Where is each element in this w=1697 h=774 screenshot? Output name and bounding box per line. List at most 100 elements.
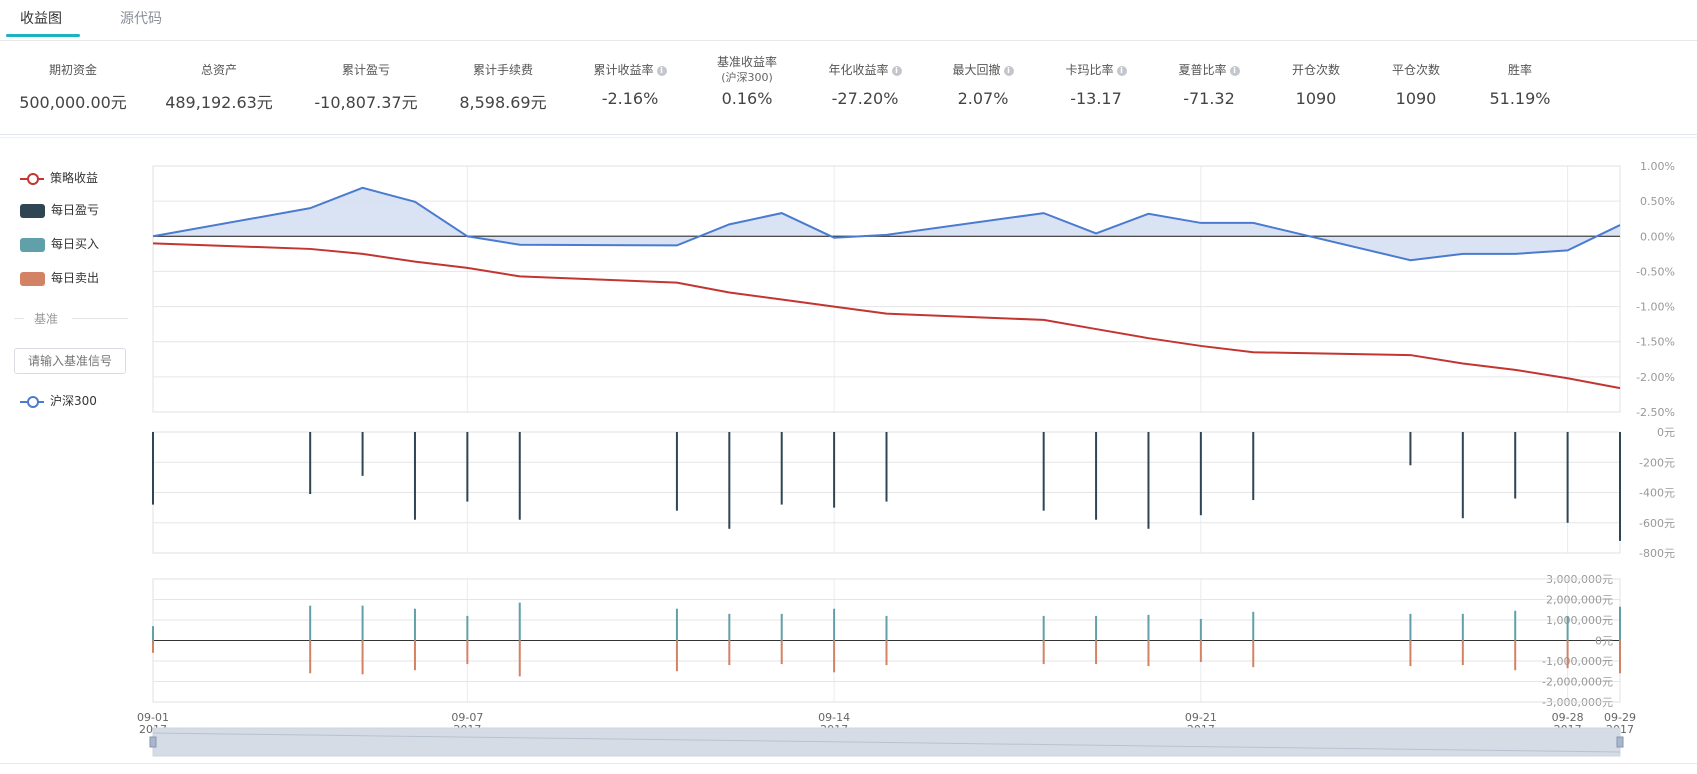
daily-sell-bar bbox=[1514, 640, 1517, 671]
y-tick-label: -0.50% bbox=[1636, 265, 1675, 278]
stat-label: 开仓次数 bbox=[1291, 63, 1340, 77]
plot-border bbox=[152, 165, 1621, 413]
zoom-slider-sparkline bbox=[152, 732, 1621, 753]
y-tick-label: -800元 bbox=[1639, 547, 1675, 560]
stat-label: 累计手续费 bbox=[472, 63, 533, 77]
daily-buy-bar bbox=[152, 626, 154, 641]
legend-box-marker bbox=[20, 237, 45, 252]
daily-sell-bar bbox=[1409, 640, 1412, 667]
daily-buy-bar bbox=[466, 615, 469, 641]
stat-value: 1090 bbox=[1295, 89, 1337, 108]
tab-source-code[interactable]: 源代码 bbox=[120, 11, 162, 27]
stat-value: 51.19% bbox=[1489, 89, 1551, 108]
daily-buy-bar bbox=[1042, 615, 1045, 641]
legend-line-marker bbox=[20, 395, 44, 408]
y-tick-label: 2,000,000元 bbox=[1546, 594, 1613, 607]
stat-sublabel: (沪深300) bbox=[721, 71, 773, 84]
stat-label: 夏普比率 i bbox=[1134, 62, 1284, 79]
x-tick-date: 09-28 bbox=[1552, 711, 1584, 724]
stat-total-assets: 总资产 489,192.63元 bbox=[144, 62, 294, 113]
stat-sharpe-ratio: 夏普比率 i -71.32 bbox=[1134, 62, 1284, 108]
daily-pnl-bar bbox=[1095, 432, 1098, 520]
tab-bar: 收益图 源代码 bbox=[0, 0, 1697, 41]
stat-value: 489,192.63元 bbox=[165, 93, 273, 112]
daily-sell-bar bbox=[1095, 640, 1098, 665]
benchmark-signal-input[interactable] bbox=[14, 348, 126, 374]
stat-label-text: 累计收益率 bbox=[593, 63, 654, 77]
info-icon[interactable]: i bbox=[1229, 66, 1240, 76]
stat-label: 胜率 bbox=[1507, 63, 1532, 77]
daily-sell-bar bbox=[1199, 640, 1202, 663]
stat-initial-capital: 期初资金 500,000.00元 bbox=[0, 62, 148, 113]
zoom-slider-handle[interactable] bbox=[1616, 736, 1624, 748]
daily-pnl-bar bbox=[675, 432, 678, 511]
daily-sell-bar bbox=[1042, 640, 1045, 665]
info-icon[interactable]: i bbox=[1003, 66, 1014, 76]
zoom-slider-handle[interactable] bbox=[149, 736, 157, 748]
daily-pnl-bar bbox=[1619, 432, 1621, 541]
stat-value: 8,598.69元 bbox=[459, 93, 547, 112]
daily-sell-bar bbox=[1147, 640, 1150, 667]
daily-sell-bar bbox=[833, 640, 836, 673]
legend-daily-buy[interactable]: 每日买入 bbox=[20, 234, 99, 254]
stats-summary: 期初资金 500,000.00元 总资产 489,192.63元 累计盈亏 -1… bbox=[0, 40, 1697, 135]
info-icon[interactable]: i bbox=[891, 66, 902, 76]
stat-value: -10,807.37元 bbox=[314, 93, 418, 112]
tab-returns-chart[interactable]: 收益图 bbox=[20, 11, 62, 27]
daily-pnl-bar bbox=[1461, 432, 1464, 519]
daily-pnl-bar bbox=[728, 432, 731, 529]
y-tick-label: -600元 bbox=[1639, 517, 1675, 530]
daily-sell-bar bbox=[309, 640, 312, 674]
daily-sell-bar bbox=[1461, 640, 1464, 666]
divider bbox=[0, 137, 1697, 138]
stat-close-count: 平仓次数 1090 bbox=[1341, 62, 1491, 108]
daily-pnl-bar bbox=[1199, 432, 1202, 516]
y-tick-label: 0元 bbox=[1657, 426, 1675, 439]
y-tick-label: -1,000,000元 bbox=[1542, 655, 1613, 668]
bottom-border bbox=[0, 763, 1697, 764]
legend-daily-pnl[interactable]: 每日盈亏 bbox=[20, 200, 99, 220]
benchmark-section-title: 基准 bbox=[14, 310, 129, 326]
stat-value: 1090 bbox=[1395, 89, 1437, 108]
y-tick-label: -200元 bbox=[1639, 456, 1675, 469]
daily-sell-bar bbox=[885, 640, 888, 666]
daily-buy-bar bbox=[1147, 614, 1150, 641]
daily-sell-bar bbox=[361, 640, 364, 675]
legend-daily-sell[interactable]: 每日卖出 bbox=[20, 268, 99, 288]
daily-pnl-bar bbox=[885, 432, 888, 502]
daily-pnl-bar bbox=[309, 432, 312, 495]
stat-label: 基准收益率 bbox=[716, 55, 777, 69]
legend-strategy-return[interactable]: 策略收益 bbox=[20, 168, 98, 188]
y-tick-label: 0.50% bbox=[1640, 195, 1675, 208]
daily-sell-bar bbox=[675, 640, 678, 672]
daily-pnl-bar bbox=[1252, 432, 1255, 501]
daily-buy-bar bbox=[1566, 615, 1569, 641]
stat-label: 最大回撤 i bbox=[908, 62, 1058, 79]
benchmark-area bbox=[153, 187, 1620, 261]
x-tick-date: 09-14 bbox=[818, 711, 850, 724]
daily-buy-bar bbox=[1252, 611, 1255, 641]
legend-benchmark-hs300[interactable]: 沪深300 bbox=[20, 391, 97, 411]
daily-buy-bar bbox=[1409, 613, 1412, 641]
stat-label-text: 年化收益率 bbox=[828, 63, 889, 77]
daily-pnl-bar bbox=[833, 432, 836, 508]
info-icon[interactable]: i bbox=[1116, 66, 1127, 76]
stat-label: 累计收益率 i bbox=[555, 62, 705, 79]
stat-cumulative-return: 累计收益率 i -2.16% bbox=[555, 62, 705, 108]
stat-max-drawdown: 最大回撤 i 2.07% bbox=[908, 62, 1058, 108]
stat-benchmark-return: 基准收益率 (沪深300) 0.16% bbox=[672, 54, 822, 108]
daily-buy-bar bbox=[780, 613, 783, 641]
daily-sell-bar bbox=[1619, 640, 1621, 674]
daily-pnl-bar bbox=[152, 432, 154, 505]
stat-win-rate: 胜率 51.19% bbox=[1445, 62, 1595, 108]
stat-value: -71.32 bbox=[1183, 89, 1235, 108]
daily-pnl-bar bbox=[1409, 432, 1412, 466]
y-tick-label: -1.50% bbox=[1636, 336, 1675, 349]
y-tick-label: -2.50% bbox=[1636, 406, 1675, 419]
stat-label: 平仓次数 bbox=[1391, 63, 1440, 77]
stat-label: 总资产 bbox=[200, 63, 237, 77]
info-icon[interactable]: i bbox=[656, 66, 667, 76]
y-tick-label: 0.00% bbox=[1640, 230, 1675, 243]
active-tab-indicator bbox=[6, 34, 80, 37]
daily-pnl-bar bbox=[780, 432, 783, 505]
